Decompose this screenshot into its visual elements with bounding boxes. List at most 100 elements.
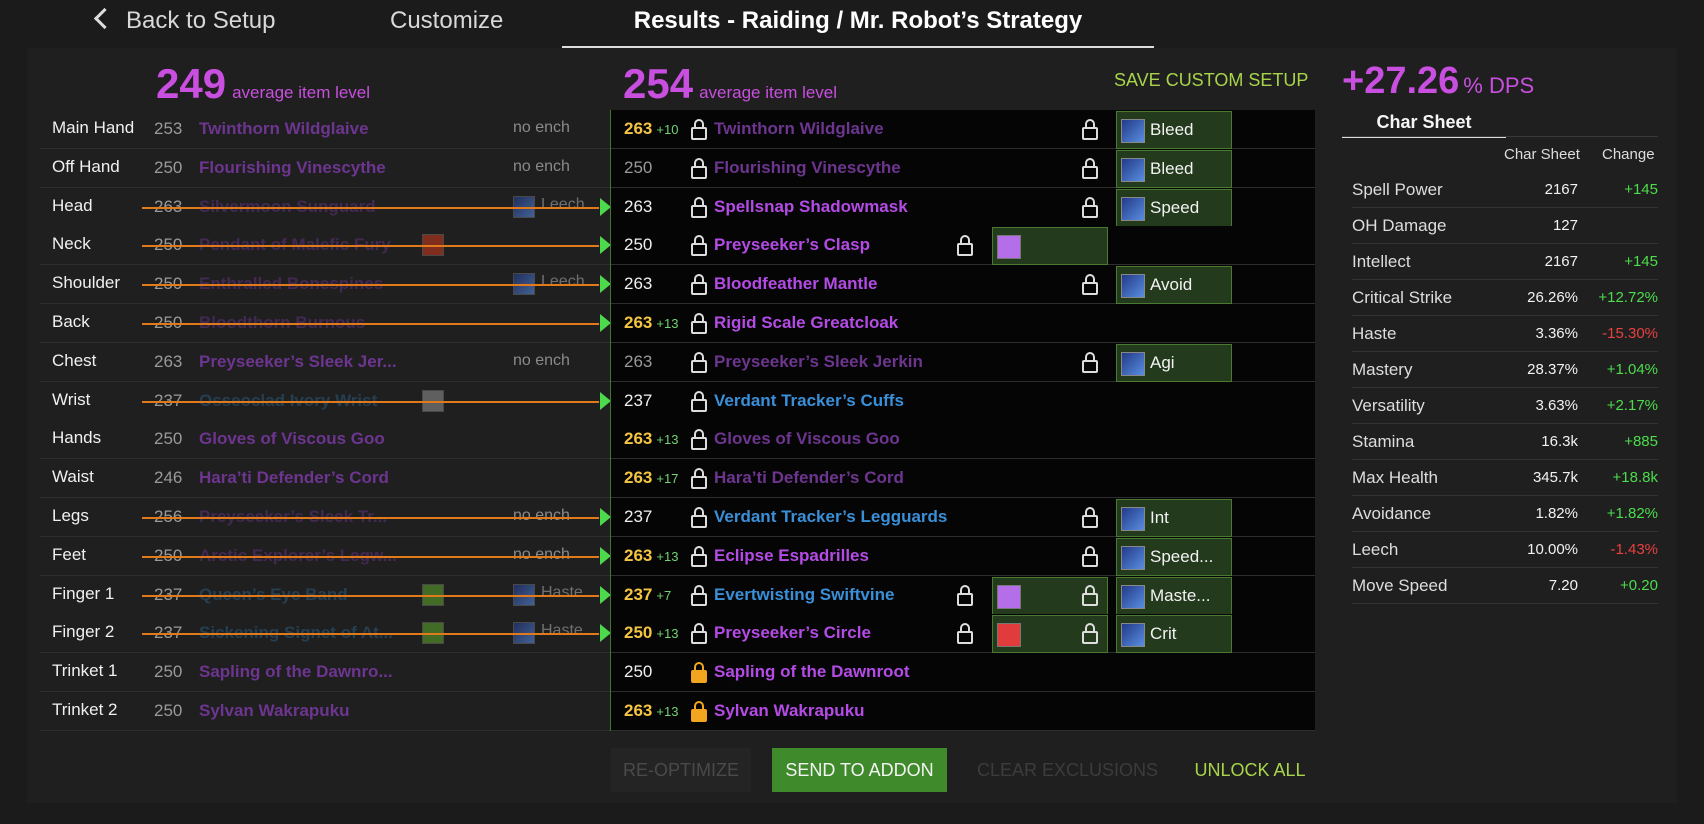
optimized-gear-row[interactable]: 237 Verdant Tracker’s Legguards Int [611, 498, 1315, 537]
current-gear-row[interactable]: Finger 1 237 Queen’s Eye Band Haste [40, 575, 611, 615]
optimized-item-name[interactable]: Spellsnap Shadowmask [714, 196, 908, 216]
enchant-slot[interactable]: Bleed [1116, 111, 1232, 149]
enchant-slot[interactable]: Int [1116, 499, 1232, 537]
optimized-gear-row[interactable]: 263 +10 Twinthorn Wildglaive Bleed [611, 110, 1315, 149]
optimized-item-name[interactable]: Bloodfeather Mantle [714, 274, 878, 294]
current-gear-row[interactable]: Head 263 Silvermoon Sunguard Leech [40, 187, 611, 227]
optimized-gear-row[interactable]: 263 +13 Gloves of Viscous Goo [611, 420, 1315, 460]
current-item-name[interactable]: Pendant of Malefic Fury [199, 235, 391, 255]
lock-icon[interactable] [691, 313, 707, 334]
lock-icon[interactable] [691, 157, 707, 179]
current-item-name[interactable]: Twinthorn Wildglaive [199, 119, 369, 138]
lock-icon[interactable] [691, 468, 707, 490]
enchant-lock-icon[interactable] [1082, 157, 1098, 179]
enchant-slot[interactable]: Speed... [1116, 537, 1232, 576]
enchant-slot[interactable]: Speed [1116, 188, 1232, 227]
lock-icon[interactable] [691, 119, 707, 140]
lock-icon[interactable] [691, 623, 707, 645]
current-item-name[interactable]: Hara’ti Defender’s Cord [199, 468, 389, 488]
locked-icon[interactable] [691, 662, 707, 684]
current-item-name[interactable]: Preyseeker’s Sleek Tr... [199, 507, 387, 527]
unlock-all-button[interactable]: UNLOCK ALL [1194, 760, 1306, 780]
current-item-name[interactable]: Sapling of the Dawnro... [199, 662, 393, 682]
current-item-name[interactable]: Preyseeker’s Sleek Jer... [199, 351, 397, 371]
current-gear-row[interactable]: Trinket 1 250 Sapling of the Dawnro... [40, 653, 611, 693]
current-gear-row[interactable]: Off Hand 250 Flourishing Vinescythe no ench [40, 148, 611, 188]
current-item-name[interactable]: Gloves of Viscous Goo [199, 429, 385, 449]
optimized-item-name[interactable]: Twinthorn Wildglaive [714, 119, 884, 138]
current-gear-row[interactable]: Back 250 Bloodthorn Burnous [40, 304, 611, 343]
optimized-gear-row[interactable]: 263 Spellsnap Shadowmask Speed [611, 187, 1315, 227]
optimized-item-name[interactable]: Gloves of Viscous Goo [714, 429, 900, 449]
enchant-lock-icon[interactable] [1082, 351, 1098, 373]
enchant-lock-icon[interactable] [1082, 119, 1098, 140]
enchant-lock-icon[interactable] [1082, 623, 1098, 645]
optimized-item-name[interactable]: Preyseeker’s Sleek Jerkin [714, 351, 923, 371]
current-gear-row[interactable]: Main Hand 253 Twinthorn Wildglaive no ench [40, 110, 611, 149]
optimized-item-name[interactable]: Hara’ti Defender’s Cord [714, 468, 904, 488]
back-to-setup-tab[interactable]: Back to Setup [93, 7, 275, 35]
optimized-gear-row[interactable]: 263 +13 Sylvan Wakrapuku [611, 692, 1315, 731]
lock-icon[interactable] [691, 390, 707, 412]
current-item-name[interactable]: Silvermoon Sunguard [199, 197, 376, 217]
current-item-name[interactable]: Enthralled Bonespines [199, 274, 383, 294]
current-gear-row[interactable]: Shoulder 250 Enthralled Bonespines Leech [40, 265, 611, 305]
optimized-gear-row[interactable]: 250 Flourishing Vinescythe Bleed [611, 148, 1315, 188]
save-custom-setup-button[interactable]: SAVE CUSTOM SETUP [1114, 70, 1309, 90]
gem-slot[interactable] [992, 576, 1108, 615]
gem-lock-icon[interactable] [957, 623, 973, 645]
current-item-name[interactable]: Arctic Explorer’s Legw... [199, 546, 397, 566]
current-gear-row[interactable]: Wrist 237 Osseoclad Ivory Wrist [40, 381, 611, 421]
current-gear-row[interactable]: Finger 2 237 Sickening Signet of At... Hast… [40, 614, 611, 654]
current-gear-row[interactable]: Trinket 2 250 Sylvan Wakrapuku [40, 692, 611, 731]
optimized-item-name[interactable]: Sylvan Wakrapuku [714, 701, 865, 720]
optimized-gear-row[interactable]: 263 +13 Eclipse Espadrilles Speed... [611, 536, 1315, 576]
tab-char-sheet[interactable]: Char Sheet [1342, 112, 1506, 138]
optimized-gear-row[interactable]: 250 Sapling of the Dawnroot [611, 653, 1315, 693]
optimized-gear-row[interactable]: 263 +17 Hara’ti Defender’s Cord [611, 459, 1315, 499]
current-gear-row[interactable]: Chest 263 Preyseeker’s Sleek Jer... no ench [40, 342, 611, 382]
lock-icon[interactable] [691, 351, 707, 373]
current-gear-row[interactable]: Feet 250 Arctic Explorer’s Legw... no ench [40, 536, 611, 576]
gem-slot[interactable] [992, 227, 1108, 266]
optimized-item-name[interactable]: Evertwisting Swiftvine [714, 584, 895, 604]
optimized-item-name[interactable]: Eclipse Espadrilles [714, 545, 869, 565]
lock-icon[interactable] [691, 507, 707, 528]
lock-icon[interactable] [691, 584, 707, 606]
optimized-gear-row[interactable]: 237 +7 Evertwisting Swiftvine Maste... [611, 575, 1315, 615]
lock-icon[interactable] [691, 196, 707, 218]
enchant-lock-icon[interactable] [1082, 196, 1098, 218]
optimized-item-name[interactable]: Preyseeker’s Circle [714, 623, 871, 643]
enchant-slot[interactable]: Bleed [1116, 149, 1232, 188]
enchant-slot[interactable]: Agi [1116, 343, 1232, 382]
optimized-item-name[interactable]: Sapling of the Dawnroot [714, 662, 910, 682]
enchant-lock-icon[interactable] [1082, 545, 1098, 567]
current-gear-row[interactable]: Waist 246 Hara’ti Defender’s Cord [40, 459, 611, 499]
optimized-gear-row[interactable]: 263 +13 Rigid Scale Greatcloak [611, 304, 1315, 343]
tab-customize[interactable]: Customize [390, 7, 504, 34]
enchant-lock-icon[interactable] [1082, 507, 1098, 528]
enchant-lock-icon[interactable] [1082, 274, 1098, 296]
reoptimize-button[interactable]: RE-OPTIMIZE [611, 748, 751, 792]
enchant-slot[interactable]: Crit [1116, 615, 1232, 654]
optimized-item-name[interactable]: Rigid Scale Greatcloak [714, 313, 899, 332]
enchant-slot[interactable]: Maste... [1116, 576, 1232, 615]
lock-icon[interactable] [691, 545, 707, 567]
tab-results[interactable]: Results - Raiding / Mr. Robot’s Strategy [562, 7, 1154, 48]
current-gear-row[interactable]: Neck 250 Pendant of Malefic Fury [40, 226, 611, 266]
current-item-name[interactable]: Sylvan Wakrapuku [199, 701, 350, 720]
optimized-gear-row[interactable]: 263 Preyseeker’s Sleek Jerkin Agi [611, 342, 1315, 382]
current-gear-row[interactable]: Legs 256 Preyseeker’s Sleek Tr... no ench [40, 498, 611, 537]
enchant-slot[interactable]: Avoid [1116, 266, 1232, 305]
current-gear-row[interactable]: Hands 250 Gloves of Viscous Goo [40, 420, 611, 460]
current-item-name[interactable]: Sickening Signet of At... [199, 623, 393, 643]
optimized-item-name[interactable]: Verdant Tracker’s Cuffs [714, 390, 904, 410]
current-item-name[interactable]: Flourishing Vinescythe [199, 157, 386, 177]
optimized-gear-row[interactable]: 237 Verdant Tracker’s Cuffs [611, 381, 1315, 421]
optimized-gear-row[interactable]: 263 Bloodfeather Mantle Avoid [611, 265, 1315, 305]
current-item-name[interactable]: Osseoclad Ivory Wrist [199, 391, 377, 411]
gem-lock-icon[interactable] [957, 584, 973, 606]
optimized-gear-row[interactable]: 250 Preyseeker’s Clasp [611, 226, 1315, 266]
gem-lock-icon[interactable] [957, 235, 973, 257]
current-item-name[interactable]: Queen’s Eye Band [199, 585, 348, 605]
